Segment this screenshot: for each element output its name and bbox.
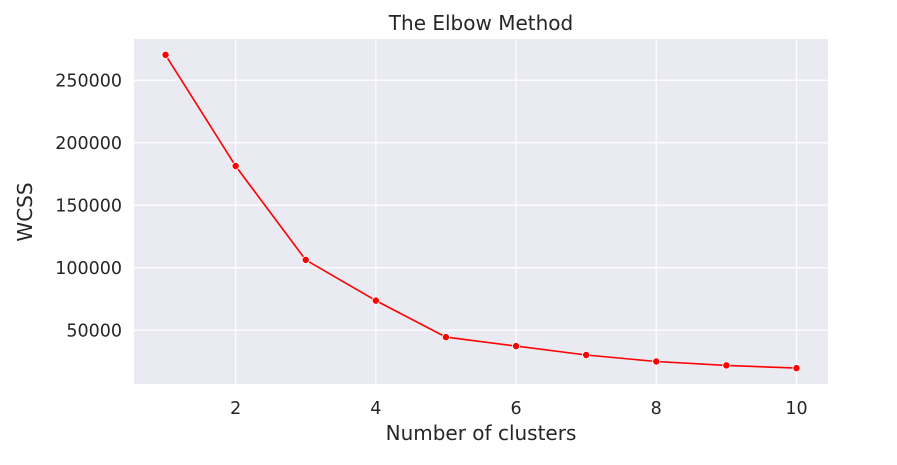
- data-point: [792, 364, 801, 373]
- plot-area: [134, 39, 828, 384]
- x-tick-label: 2: [230, 399, 241, 419]
- x-tick-label: 10: [785, 399, 807, 419]
- data-point: [441, 333, 450, 342]
- chart-title: The Elbow Method: [388, 11, 573, 35]
- data-point: [722, 361, 731, 370]
- x-tick-label: 6: [510, 399, 521, 419]
- y-tick-label: 200000: [55, 134, 122, 154]
- data-point: [652, 357, 661, 366]
- tick-labels: 2 4 6 8 10 50000 100000 150000 200000 250000: [55, 71, 807, 419]
- x-tick-label: 4: [370, 399, 381, 419]
- y-tick-label: 100000: [55, 259, 122, 279]
- data-point: [301, 255, 310, 264]
- data-point: [512, 342, 521, 351]
- y-tick-label: 150000: [55, 196, 122, 216]
- grid-lines: [134, 39, 828, 384]
- x-tick-label: 8: [651, 399, 662, 419]
- data-point: [231, 161, 240, 170]
- y-axis-label: WCSS: [13, 182, 37, 241]
- data-point: [161, 50, 170, 59]
- y-tick-label: 50000: [66, 321, 122, 341]
- data-point: [371, 296, 380, 305]
- series-layer: [161, 50, 801, 373]
- y-tick-label: 250000: [55, 71, 122, 91]
- series-line: [164, 54, 797, 369]
- data-point: [582, 350, 591, 359]
- x-axis-label: Number of clusters: [386, 421, 577, 445]
